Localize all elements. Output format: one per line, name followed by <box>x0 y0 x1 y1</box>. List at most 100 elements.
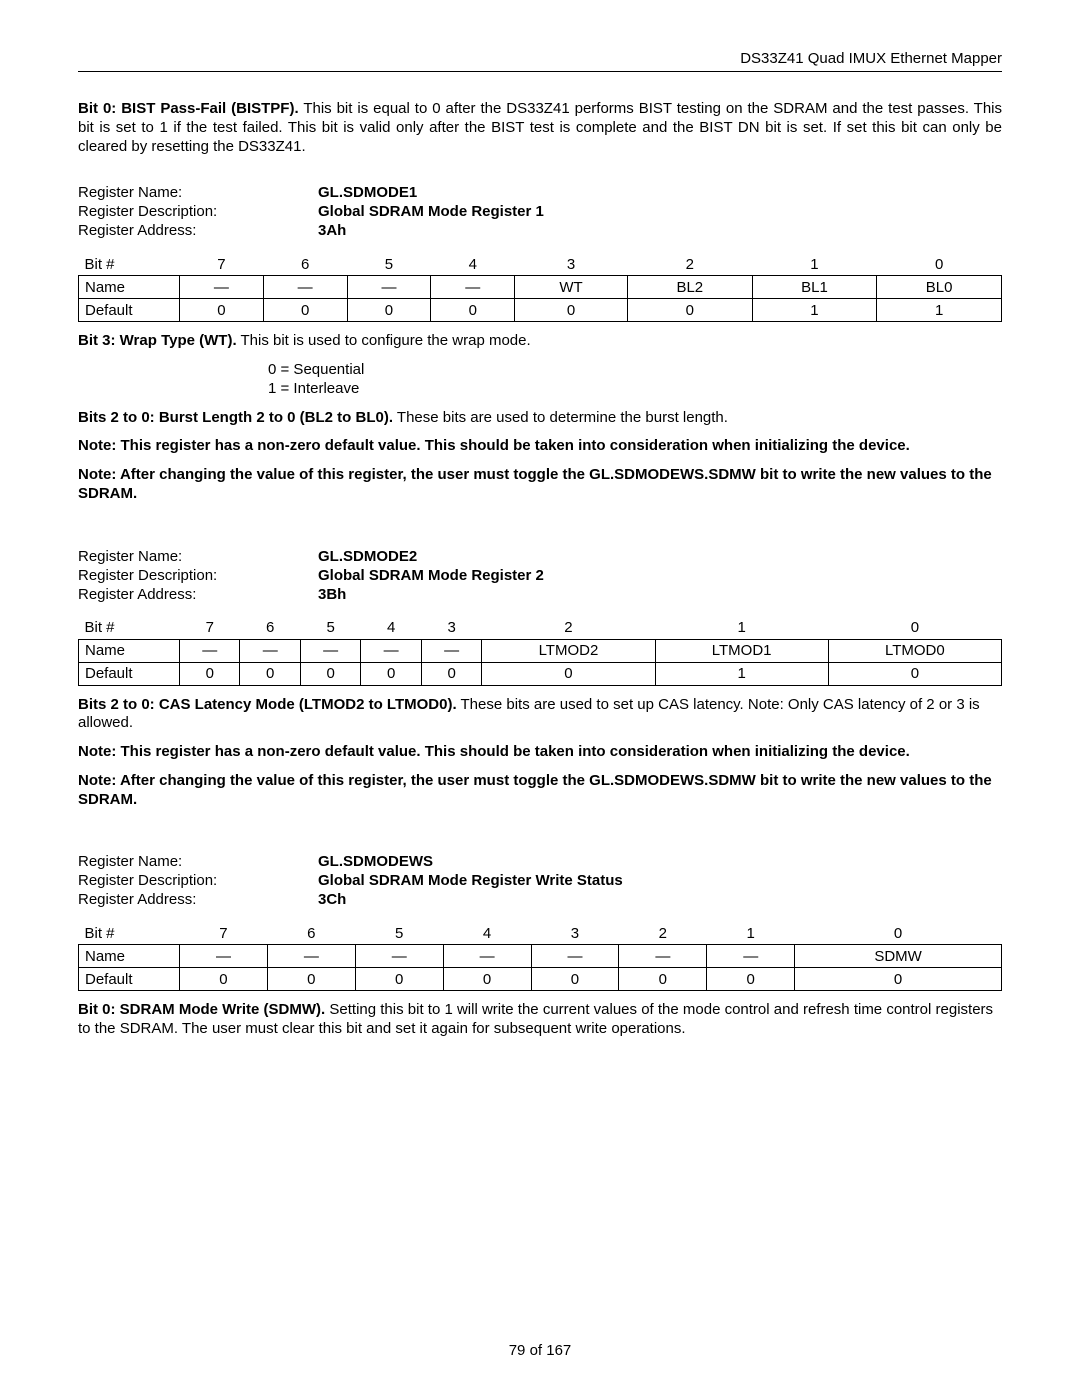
bit-name: — <box>240 639 300 662</box>
bits2-0-lead-1: Bits 2 to 0: Burst Length 2 to 0 (BL2 to… <box>78 409 393 426</box>
reg1-name-label: Register Name: <box>78 184 318 201</box>
bit3-val0: 0 = Sequential <box>268 361 1002 380</box>
header-divider <box>78 71 1002 72</box>
sdmw-lead: Bit 0: SDRAM Mode Write (SDMW). <box>78 1001 325 1018</box>
reg3-desc: Global SDRAM Mode Register Write Status <box>318 872 1002 889</box>
bit0-paragraph: Bit 0: BIST Pass-Fail (BISTPF). This bit… <box>78 100 1002 156</box>
reg1-addr: 3Ah <box>318 222 1002 239</box>
bit3-desc: Bit 3: Wrap Type (WT). This bit is used … <box>78 332 1002 351</box>
reg3-name: GL.SDMODEWS <box>318 853 1002 870</box>
bit-name: LTMOD1 <box>655 639 828 662</box>
bit-default: 0 <box>531 968 619 991</box>
reg1-addr-label: Register Address: <box>78 222 318 239</box>
bit-col: 5 <box>355 922 443 945</box>
bit3-val1: 1 = Interleave <box>268 380 1002 399</box>
bit-col: 3 <box>421 617 481 640</box>
bit-default: 0 <box>355 968 443 991</box>
bit-name: — <box>300 639 360 662</box>
bit-default: 1 <box>752 299 877 322</box>
header-product: DS33Z41 Quad IMUX Ethernet Mapper <box>78 50 1002 67</box>
reg2-addr-label: Register Address: <box>78 586 318 603</box>
reg1-desc: Global SDRAM Mode Register 1 <box>318 203 1002 220</box>
bit-name: — <box>707 945 795 968</box>
bit-name: BL2 <box>627 276 752 299</box>
bit-default: 0 <box>180 968 268 991</box>
reg1-info: Register Name: GL.SDMODE1 Register Descr… <box>78 184 1002 239</box>
reg3-name-label: Register Name: <box>78 853 318 870</box>
bit-name: — <box>361 639 421 662</box>
bit-name: — <box>267 945 355 968</box>
bit-default: 0 <box>707 968 795 991</box>
reg2-desc: Global SDRAM Mode Register 2 <box>318 567 1002 584</box>
reg1-bit-table: Bit # 7 6 5 4 3 2 1 0 Name — — — — WT BL… <box>78 253 1002 322</box>
bit-col: 6 <box>263 253 347 276</box>
bit-name: — <box>180 945 268 968</box>
page: DS33Z41 Quad IMUX Ethernet Mapper Bit 0:… <box>0 0 1080 1397</box>
bit-default: 0 <box>240 662 300 685</box>
reg1-name: GL.SDMODE1 <box>318 184 1002 201</box>
row-label: Default <box>79 299 180 322</box>
bit-default: 0 <box>619 968 707 991</box>
bit-name: — <box>421 639 481 662</box>
bit-col: 7 <box>180 617 240 640</box>
row-label: Name <box>79 945 180 968</box>
bit-col: 1 <box>752 253 877 276</box>
bit-name: — <box>531 945 619 968</box>
bits2-0-lead-2: Bits 2 to 0: CAS Latency Mode (LTMOD2 to… <box>78 696 457 713</box>
bit-name: LTMOD0 <box>828 639 1001 662</box>
bit-name: SDMW <box>795 945 1002 968</box>
bit-col: 1 <box>707 922 795 945</box>
reg3-addr-label: Register Address: <box>78 891 318 908</box>
bit-name: — <box>347 276 431 299</box>
bit-col: 3 <box>531 922 619 945</box>
bit-default: 0 <box>300 662 360 685</box>
bit-col: 6 <box>240 617 300 640</box>
bit-col: 4 <box>431 253 515 276</box>
reg3-bit-table: Bit # 7 6 5 4 3 2 1 0 Name — — — — — — —… <box>78 922 1002 991</box>
bit-name: — <box>619 945 707 968</box>
bit-col: 4 <box>443 922 531 945</box>
note-nonzero-2: Note: This register has a non-zero defau… <box>78 743 1002 762</box>
bit-default: 1 <box>877 299 1002 322</box>
row-label: Default <box>79 662 180 685</box>
bit-col: 6 <box>267 922 355 945</box>
bit-name: — <box>431 276 515 299</box>
bit-default: 0 <box>180 299 264 322</box>
bit-col: 3 <box>515 253 628 276</box>
bit-name: — <box>180 276 264 299</box>
bit-col: 2 <box>627 253 752 276</box>
bit-default: 0 <box>347 299 431 322</box>
bit-name: LTMOD2 <box>482 639 655 662</box>
bits2-0-rest-1: These bits are used to determine the bur… <box>393 409 728 426</box>
bit-name: — <box>355 945 443 968</box>
reg3-addr: 3Ch <box>318 891 1002 908</box>
bit-col: 1 <box>655 617 828 640</box>
bit-default: 0 <box>828 662 1001 685</box>
row-label: Name <box>79 639 180 662</box>
reg2-name-label: Register Name: <box>78 548 318 565</box>
bit-col: 2 <box>619 922 707 945</box>
reg2-bit-table: Bit # 7 6 5 4 3 2 1 0 Name — — — — — LTM… <box>78 617 1002 686</box>
bit-default: 1 <box>655 662 828 685</box>
bit-default: 0 <box>421 662 481 685</box>
bit-default: 0 <box>795 968 1002 991</box>
bit3-values: 0 = Sequential 1 = Interleave <box>268 361 1002 399</box>
note-nonzero-1: Note: This register has a non-zero defau… <box>78 437 1002 456</box>
bit-col: 5 <box>300 617 360 640</box>
reg2-info: Register Name: GL.SDMODE2 Register Descr… <box>78 548 1002 603</box>
reg2-name: GL.SDMODE2 <box>318 548 1002 565</box>
bit-col: 7 <box>180 922 268 945</box>
bit-name: — <box>263 276 347 299</box>
bit-default: 0 <box>627 299 752 322</box>
row-label: Default <box>79 968 180 991</box>
row-label: Name <box>79 276 180 299</box>
row-label: Bit # <box>79 617 180 640</box>
bit-default: 0 <box>431 299 515 322</box>
page-footer: 79 of 167 <box>0 1342 1080 1359</box>
bit-default: 0 <box>361 662 421 685</box>
note-toggle-2: Note: After changing the value of this r… <box>78 772 1002 810</box>
bit-col: 0 <box>828 617 1001 640</box>
bit-col: 0 <box>877 253 1002 276</box>
bit-col: 4 <box>361 617 421 640</box>
bit-default: 0 <box>482 662 655 685</box>
